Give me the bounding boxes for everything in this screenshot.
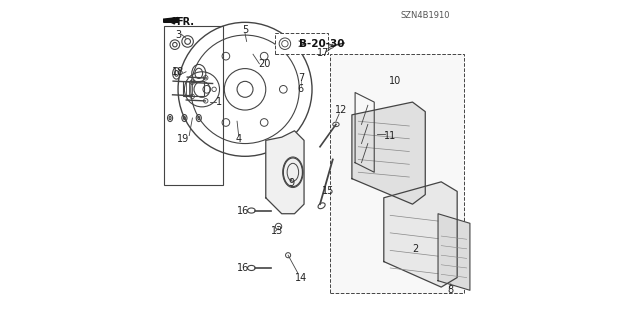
Bar — [183, 81, 204, 96]
Text: B-20-30: B-20-30 — [299, 39, 344, 49]
Text: SZN4B1910: SZN4B1910 — [401, 11, 450, 20]
Text: 16: 16 — [237, 263, 250, 273]
Text: 9: 9 — [288, 178, 294, 189]
Text: 2: 2 — [413, 244, 419, 254]
Polygon shape — [438, 214, 470, 290]
Text: 6: 6 — [298, 84, 304, 94]
Polygon shape — [352, 102, 425, 204]
Polygon shape — [266, 131, 304, 214]
Text: 7: 7 — [298, 73, 304, 83]
Text: 17: 17 — [317, 48, 330, 58]
Text: 14: 14 — [295, 272, 307, 283]
Polygon shape — [164, 18, 178, 22]
Bar — [275, 33, 328, 54]
Text: 20: 20 — [258, 59, 270, 69]
Text: 8: 8 — [448, 285, 454, 295]
Text: 4: 4 — [236, 134, 242, 144]
Polygon shape — [384, 182, 457, 287]
Text: 16: 16 — [237, 205, 250, 216]
Text: FR.: FR. — [177, 17, 195, 27]
Text: 13: 13 — [271, 226, 283, 236]
Text: 5: 5 — [242, 25, 248, 35]
Bar — [330, 54, 463, 293]
Bar — [164, 26, 223, 185]
Text: 3: 3 — [175, 30, 181, 40]
Text: 10: 10 — [389, 76, 401, 86]
Text: 19: 19 — [177, 134, 189, 144]
Text: 11: 11 — [384, 130, 396, 141]
Text: 12: 12 — [335, 105, 347, 115]
Text: 1: 1 — [216, 97, 223, 107]
Text: 18: 18 — [172, 67, 184, 77]
Text: 15: 15 — [322, 186, 334, 197]
